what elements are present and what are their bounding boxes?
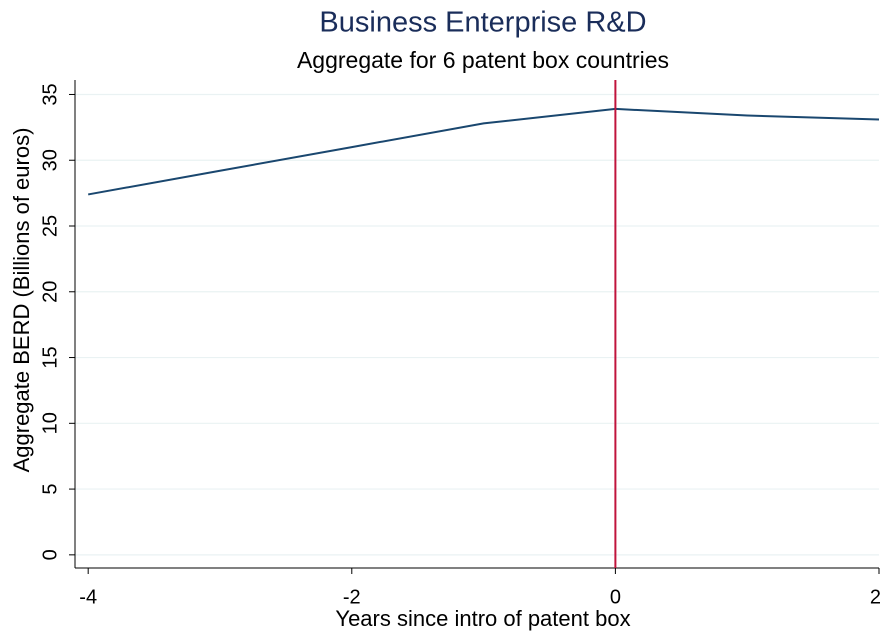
x-axis-label: Years since intro of patent box xyxy=(335,606,630,631)
x-tick-label: -4 xyxy=(79,586,97,608)
y-axis-label: Aggregate BERD (Billions of euros) xyxy=(9,128,34,473)
y-tick-label: 15 xyxy=(39,346,61,368)
y-tick-label: 5 xyxy=(39,484,61,495)
x-tick-label: 2 xyxy=(870,586,881,608)
data-line xyxy=(88,107,880,196)
chart-subtitle: Aggregate for 6 patent box countries xyxy=(297,47,669,73)
y-tick-label: 35 xyxy=(39,83,61,105)
y-tick-label: 20 xyxy=(39,281,61,303)
x-tick-label: 0 xyxy=(610,586,621,608)
chart-title: Business Enterprise R&D xyxy=(319,7,646,39)
y-tick-label: 10 xyxy=(39,412,61,434)
y-tick-label: 30 xyxy=(39,149,61,171)
y-tick-label: 25 xyxy=(39,215,61,237)
y-tick-label: 0 xyxy=(39,549,61,560)
x-tick-label: -2 xyxy=(343,586,361,608)
